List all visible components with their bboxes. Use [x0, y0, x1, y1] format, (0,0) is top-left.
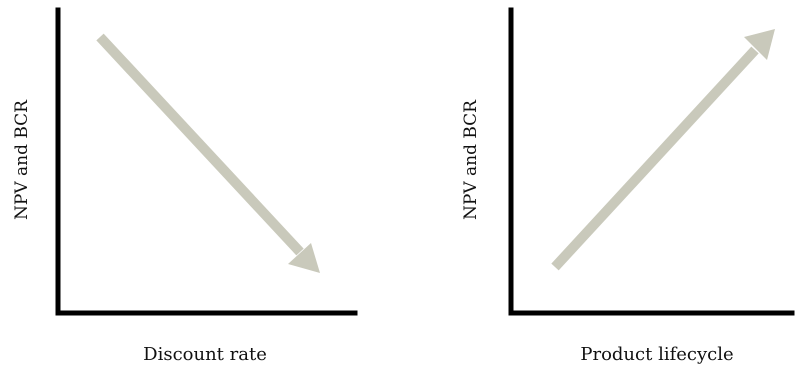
right-x-axis-label: Product lifecycle [580, 344, 734, 365]
right-diagram-graphic [508, 7, 795, 316]
right-diagram: NPV and BCR Product lifecycle [398, 0, 796, 366]
right-y-axis-label: NPV and BCR [461, 100, 481, 220]
right-axes [508, 7, 795, 316]
right-trend-arrow [551, 29, 775, 271]
left-y-axis-label: NPV and BCR [12, 100, 32, 220]
left-x-axis-label: Discount rate [143, 344, 267, 365]
left-trend-arrow [96, 33, 320, 273]
left-diagram: NPV and BCR Discount rate [12, 7, 358, 365]
left-diagram-graphic [55, 7, 358, 316]
left-axes [55, 7, 358, 316]
